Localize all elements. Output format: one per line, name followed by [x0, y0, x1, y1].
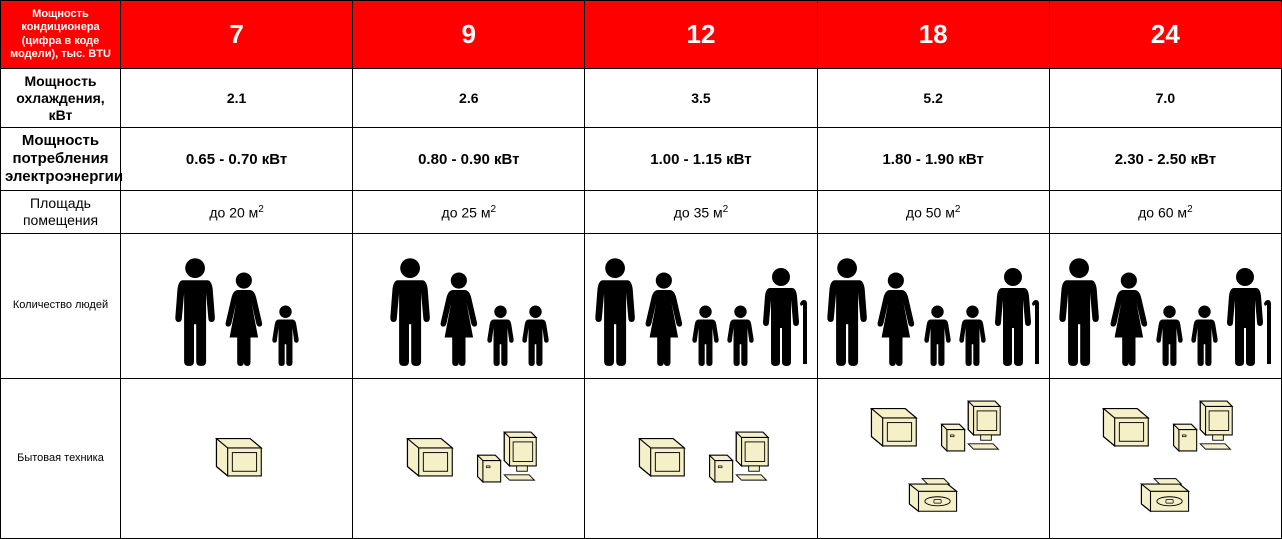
label-energy: Мощность потребления электроэнергии	[1, 128, 121, 191]
elderly-icon	[992, 266, 1042, 366]
area-value: до 20 м2	[121, 191, 353, 234]
energy-value: 2.30 - 2.50 кВт	[1049, 128, 1281, 191]
btu-value: 18	[817, 1, 1049, 69]
child-icon	[690, 304, 721, 366]
label-btu: Мощность кондиционера (цифра в коде моде…	[1, 1, 121, 69]
cooling-value: 2.1	[121, 69, 353, 128]
computer-icon	[1170, 399, 1234, 457]
child-icon	[1154, 304, 1185, 366]
woman-icon	[642, 271, 686, 366]
tv-icon	[632, 433, 688, 483]
appliances-cell	[1049, 378, 1281, 538]
child-icon	[485, 304, 516, 366]
man-icon	[824, 256, 870, 366]
people-cell	[353, 233, 585, 378]
computer-icon	[938, 399, 1002, 457]
row-cooling: Мощность охлаждения, кВт2.12.63.55.27.0	[1, 69, 1282, 128]
computer-icon	[706, 430, 770, 488]
cooling-value: 3.5	[585, 69, 817, 128]
cooling-value: 2.6	[353, 69, 585, 128]
woman-icon	[222, 271, 266, 366]
woman-icon	[1107, 271, 1151, 366]
child-icon	[1189, 304, 1220, 366]
energy-value: 0.80 - 0.90 кВт	[353, 128, 585, 191]
woman-icon	[437, 271, 481, 366]
row-appliances: Бытовая техника	[1, 378, 1282, 538]
people-cell	[585, 233, 817, 378]
printer-icon	[1136, 475, 1194, 519]
appliances-cell	[817, 378, 1049, 538]
label-appliances: Бытовая техника	[1, 378, 121, 538]
printer-icon	[904, 475, 962, 519]
area-value: до 50 м2	[817, 191, 1049, 234]
btu-value: 12	[585, 1, 817, 69]
tv-icon	[1096, 403, 1152, 453]
label-people: Количество людей	[1, 233, 121, 378]
man-icon	[387, 256, 433, 366]
child-icon	[922, 304, 953, 366]
people-cell	[121, 233, 353, 378]
people-cell	[1049, 233, 1281, 378]
tv-icon	[400, 433, 456, 483]
computer-icon	[474, 430, 538, 488]
area-value: до 25 м2	[353, 191, 585, 234]
row-area: Площадь помещениядо 20 м2до 25 м2до 35 м…	[1, 191, 1282, 234]
ac-comparison-table: Мощность кондиционера (цифра в коде моде…	[0, 0, 1282, 539]
row-btu: Мощность кондиционера (цифра в коде моде…	[1, 1, 1282, 69]
elderly-icon	[1224, 266, 1274, 366]
child-icon	[270, 304, 301, 366]
appliances-cell	[353, 378, 585, 538]
cooling-value: 5.2	[817, 69, 1049, 128]
energy-value: 1.80 - 1.90 кВт	[817, 128, 1049, 191]
row-energy: Мощность потребления электроэнергии0.65 …	[1, 128, 1282, 191]
appliances-cell	[585, 378, 817, 538]
woman-icon	[874, 271, 918, 366]
elderly-icon	[760, 266, 810, 366]
energy-value: 1.00 - 1.15 кВт	[585, 128, 817, 191]
man-icon	[592, 256, 638, 366]
people-cell	[817, 233, 1049, 378]
child-icon	[725, 304, 756, 366]
child-icon	[957, 304, 988, 366]
row-people: Количество людей	[1, 233, 1282, 378]
man-icon	[1056, 256, 1102, 366]
energy-value: 0.65 - 0.70 кВт	[121, 128, 353, 191]
appliances-cell	[121, 378, 353, 538]
cooling-value: 7.0	[1049, 69, 1281, 128]
label-area: Площадь помещения	[1, 191, 121, 234]
btu-value: 7	[121, 1, 353, 69]
area-value: до 35 м2	[585, 191, 817, 234]
btu-value: 24	[1049, 1, 1281, 69]
label-cooling: Мощность охлаждения, кВт	[1, 69, 121, 128]
man-icon	[172, 256, 218, 366]
tv-icon	[864, 403, 920, 453]
tv-icon	[209, 433, 265, 483]
btu-value: 9	[353, 1, 585, 69]
area-value: до 60 м2	[1049, 191, 1281, 234]
child-icon	[520, 304, 551, 366]
